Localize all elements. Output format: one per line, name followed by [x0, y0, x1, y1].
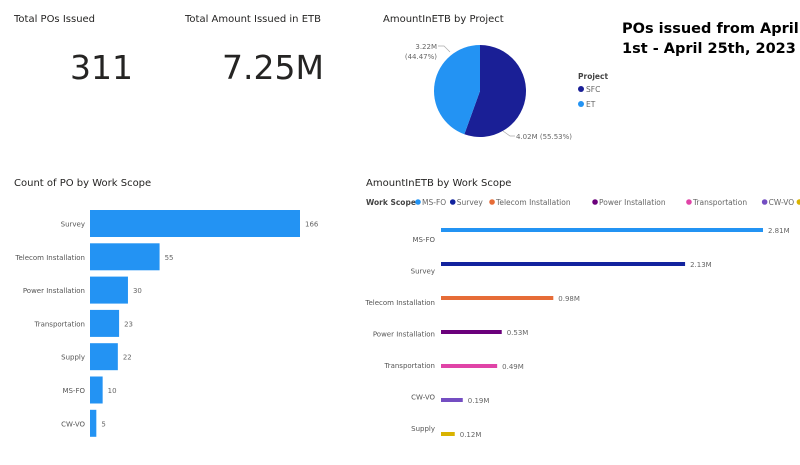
count-category-label: CW-VO [61, 420, 85, 428]
count-category-label: Survey [61, 221, 85, 229]
amount-chart-title: AmountInETB by Work Scope [366, 178, 512, 189]
pie-leader-et [438, 45, 451, 53]
date-range-note: POs issued from April 1st - April 25th, … [622, 19, 799, 59]
amount-bar [441, 364, 498, 368]
amount-data-label: 0.53M [507, 329, 529, 337]
legend-marker-sfc [578, 86, 584, 92]
amount-legend-marker [761, 199, 768, 205]
pie-label-et-pct: (44.47%) [405, 53, 437, 61]
count-bar [90, 409, 97, 437]
amount-legend-marker [592, 199, 598, 205]
amount-bar [441, 398, 463, 402]
pie-leader-sfc [502, 130, 515, 137]
note-line-2: 1st - April 25th, 2023 [622, 41, 796, 57]
count-data-label: 55 [165, 254, 174, 262]
amount-legend-title: Work Scope [366, 198, 416, 207]
amount-data-label: 0.49M [502, 363, 524, 371]
count-data-label: 10 [108, 387, 117, 395]
pie-label-et: 3.22M [415, 43, 437, 51]
count-bar [90, 343, 118, 371]
kpi-total-pos-label: Total POs Issued [14, 14, 96, 25]
amount-category-label: Survey [411, 268, 435, 276]
amount-category-label: Transportation [383, 362, 435, 370]
amount-category-label: MS-FO [412, 236, 435, 244]
amount-legend-marker [449, 199, 456, 205]
count-bar [90, 276, 128, 304]
amount-category-label: Power Installation [373, 331, 435, 339]
amount-category-label: Supply [411, 425, 435, 433]
amount-legend-label: Telecom Installation [495, 198, 571, 207]
kpi-total-pos-value: 311 [70, 48, 133, 87]
count-data-label: 166 [305, 221, 319, 229]
count-category-label: Power Installation [23, 287, 85, 295]
amount-data-label: 0.19M [468, 397, 490, 405]
pie-label-sfc: 4.02M (55.53%) [516, 133, 572, 141]
kpi-total-amount-value: 7.25M [222, 48, 324, 87]
count-bar [90, 309, 120, 337]
pie-slice-et [434, 45, 480, 135]
note-line-1: POs issued from April [622, 21, 799, 37]
amount-legend-label: MS-FO [422, 198, 446, 207]
amount-data-label: 2.13M [690, 261, 712, 269]
count-bar [90, 376, 103, 404]
amount-bar [441, 262, 686, 266]
amount-bar [441, 228, 763, 232]
pie-title: AmountInETB by Project [383, 14, 504, 25]
count-category-label: Supply [61, 354, 85, 362]
amount-legend-marker [796, 199, 800, 205]
amount-legend-label: Survey [457, 198, 484, 207]
legend-marker-et [578, 101, 584, 107]
count-bar [90, 243, 160, 271]
count-category-label: MS-FO [62, 387, 85, 395]
legend-label-et: ET [586, 100, 596, 109]
amount-legend-label: Transportation [692, 198, 747, 207]
amount-data-label: 2.81M [768, 227, 790, 235]
count-chart-title: Count of PO by Work Scope [14, 178, 152, 189]
count-data-label: 30 [133, 287, 142, 295]
amount-legend-label: CW-VO [769, 198, 795, 207]
amount-bar [441, 296, 554, 300]
amount-bar [441, 330, 502, 334]
amount-data-label: 0.98M [558, 295, 580, 303]
pie-legend-title: Project [578, 72, 608, 81]
count-data-label: 5 [101, 420, 105, 428]
amount-data-label: 0.12M [460, 431, 482, 439]
pie-slice-sfc [464, 45, 526, 137]
count-bar [90, 210, 300, 237]
count-category-label: Transportation [33, 320, 85, 328]
amount-legend-marker [686, 199, 692, 205]
amount-category-label: Telecom Installation [364, 299, 435, 307]
amount-legend-label: Power Installation [599, 198, 666, 207]
count-data-label: 22 [123, 354, 132, 362]
count-data-label: 23 [124, 320, 133, 328]
amount-category-label: CW-VO [411, 394, 435, 402]
kpi-total-amount-label: Total Amount Issued in ETB [185, 14, 321, 25]
count-category-label: Telecom Installation [14, 254, 85, 262]
amount-legend-marker [489, 199, 495, 205]
amount-bar [441, 432, 455, 436]
legend-label-sfc: SFC [586, 85, 600, 94]
amount-legend-marker [415, 199, 421, 205]
